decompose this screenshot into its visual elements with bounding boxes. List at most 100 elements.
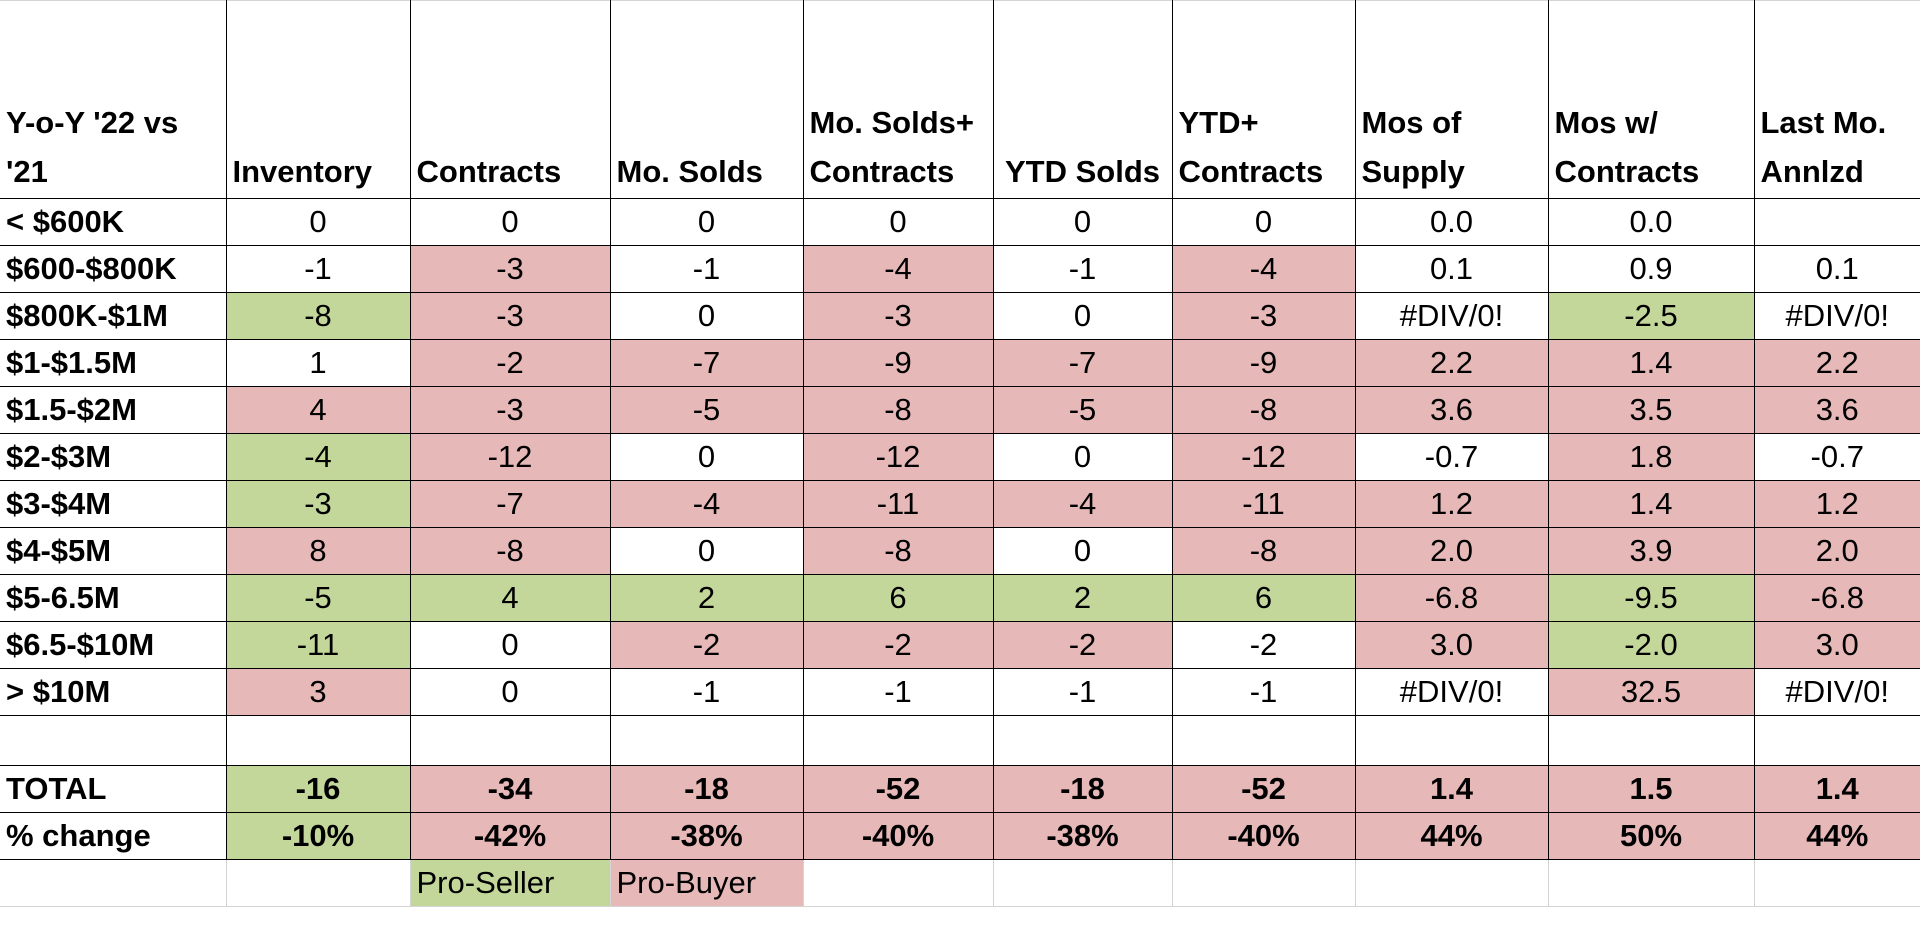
data-cell[interactable]: -40%: [802, 812, 994, 860]
data-cell[interactable]: -3: [225, 480, 411, 528]
data-cell[interactable]: 2.2: [1354, 339, 1549, 387]
data-cell[interactable]: -12: [802, 433, 994, 481]
data-cell[interactable]: 0.9: [1547, 245, 1755, 293]
data-cell[interactable]: 3.6: [1753, 386, 1920, 434]
empty-cell[interactable]: [802, 715, 994, 766]
empty-cell[interactable]: [1547, 715, 1755, 766]
data-cell[interactable]: -2.5: [1547, 292, 1755, 340]
row-label[interactable]: $5-6.5M: [0, 574, 227, 622]
empty-cell[interactable]: [0, 859, 227, 907]
legend-pro-seller[interactable]: Pro-Seller: [409, 859, 611, 907]
data-cell[interactable]: #DIV/0!: [1753, 668, 1920, 716]
data-cell[interactable]: 1.2: [1753, 480, 1920, 528]
data-cell[interactable]: 4: [409, 574, 611, 622]
data-cell[interactable]: 0.1: [1753, 245, 1920, 293]
data-cell[interactable]: -4: [225, 433, 411, 481]
data-cell[interactable]: -10%: [225, 812, 411, 860]
data-cell[interactable]: 0: [225, 198, 411, 246]
data-cell[interactable]: -42%: [409, 812, 611, 860]
data-cell[interactable]: 2.0: [1354, 527, 1549, 575]
data-cell[interactable]: -34: [409, 765, 611, 813]
header-cell[interactable]: Mo. Solds+ Contracts: [802, 0, 994, 199]
data-cell[interactable]: 6: [802, 574, 994, 622]
header-cell[interactable]: YTD Solds: [992, 0, 1173, 199]
data-cell[interactable]: 2.0: [1753, 527, 1920, 575]
data-cell[interactable]: -1: [992, 668, 1173, 716]
data-cell[interactable]: -6.8: [1354, 574, 1549, 622]
data-cell[interactable]: -40%: [1171, 812, 1356, 860]
legend-pro-buyer[interactable]: Pro-Buyer: [609, 859, 804, 907]
data-cell[interactable]: -1: [802, 668, 994, 716]
data-cell[interactable]: -1: [992, 245, 1173, 293]
data-cell[interactable]: 3.9: [1547, 527, 1755, 575]
data-cell[interactable]: 44%: [1354, 812, 1549, 860]
data-cell[interactable]: -3: [802, 292, 994, 340]
data-cell[interactable]: -2: [992, 621, 1173, 669]
header-cell[interactable]: Contracts: [409, 0, 611, 199]
data-cell[interactable]: -11: [1171, 480, 1356, 528]
data-cell[interactable]: -8: [409, 527, 611, 575]
row-label[interactable]: $600-$800K: [0, 245, 227, 293]
data-cell[interactable]: 0: [992, 433, 1173, 481]
row-label[interactable]: TOTAL: [0, 765, 227, 813]
data-cell[interactable]: -9.5: [1547, 574, 1755, 622]
row-label[interactable]: $2-$3M: [0, 433, 227, 481]
data-cell[interactable]: 3.6: [1354, 386, 1549, 434]
data-cell[interactable]: -8: [802, 386, 994, 434]
data-cell[interactable]: -2: [409, 339, 611, 387]
data-cell[interactable]: -52: [1171, 765, 1356, 813]
data-cell[interactable]: 8: [225, 527, 411, 575]
header-cell[interactable]: Last Mo. Annlzd: [1753, 0, 1920, 199]
data-cell[interactable]: -8: [802, 527, 994, 575]
data-cell[interactable]: -52: [802, 765, 994, 813]
empty-cell[interactable]: [409, 715, 611, 766]
data-cell[interactable]: 44%: [1753, 812, 1920, 860]
empty-cell[interactable]: [1547, 859, 1755, 907]
data-cell[interactable]: 0.0: [1547, 198, 1755, 246]
empty-cell[interactable]: [225, 715, 411, 766]
data-cell[interactable]: -5: [225, 574, 411, 622]
data-cell[interactable]: -2: [802, 621, 994, 669]
data-cell[interactable]: -3: [1171, 292, 1356, 340]
row-label[interactable]: $800K-$1M: [0, 292, 227, 340]
data-cell[interactable]: 1.4: [1547, 480, 1755, 528]
data-cell[interactable]: 2: [992, 574, 1173, 622]
data-cell[interactable]: -1: [609, 245, 804, 293]
row-label[interactable]: $1-$1.5M: [0, 339, 227, 387]
data-cell[interactable]: 0: [609, 433, 804, 481]
data-cell[interactable]: -18: [609, 765, 804, 813]
data-cell[interactable]: -11: [225, 621, 411, 669]
row-label[interactable]: $1.5-$2M: [0, 386, 227, 434]
data-cell[interactable]: 4: [225, 386, 411, 434]
data-cell[interactable]: 0: [609, 198, 804, 246]
data-cell[interactable]: 0: [992, 292, 1173, 340]
data-cell[interactable]: -7: [992, 339, 1173, 387]
data-cell[interactable]: -2: [1171, 621, 1356, 669]
data-cell[interactable]: -1: [1171, 668, 1356, 716]
data-cell[interactable]: -3: [409, 245, 611, 293]
data-cell[interactable]: #DIV/0!: [1354, 292, 1549, 340]
data-cell[interactable]: 3.0: [1354, 621, 1549, 669]
empty-cell[interactable]: [992, 715, 1173, 766]
empty-cell[interactable]: [1171, 859, 1356, 907]
empty-cell[interactable]: [1753, 715, 1920, 766]
data-cell[interactable]: [1753, 198, 1920, 246]
data-cell[interactable]: -4: [609, 480, 804, 528]
data-cell[interactable]: #DIV/0!: [1354, 668, 1549, 716]
empty-cell[interactable]: [609, 715, 804, 766]
header-cell[interactable]: YTD+ Contracts: [1171, 0, 1356, 199]
data-cell[interactable]: -18: [992, 765, 1173, 813]
empty-cell[interactable]: [1753, 859, 1920, 907]
data-cell[interactable]: -16: [225, 765, 411, 813]
data-cell[interactable]: 1.4: [1354, 765, 1549, 813]
data-cell[interactable]: -0.7: [1354, 433, 1549, 481]
data-cell[interactable]: -12: [1171, 433, 1356, 481]
data-cell[interactable]: 1.8: [1547, 433, 1755, 481]
row-label[interactable]: < $600K: [0, 198, 227, 246]
row-label[interactable]: $4-$5M: [0, 527, 227, 575]
data-cell[interactable]: -4: [992, 480, 1173, 528]
data-cell[interactable]: 1.5: [1547, 765, 1755, 813]
data-cell[interactable]: -38%: [992, 812, 1173, 860]
data-cell[interactable]: 3: [225, 668, 411, 716]
data-cell[interactable]: -8: [1171, 527, 1356, 575]
